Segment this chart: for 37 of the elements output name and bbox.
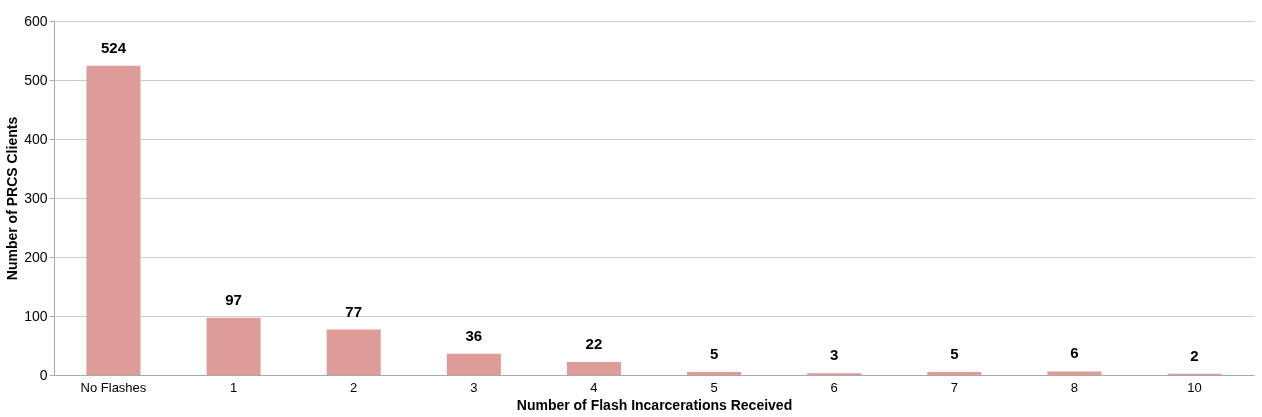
x-tick-label: 4 — [590, 379, 598, 395]
y-tick-label: 500 — [24, 71, 48, 88]
data-label: 5 — [950, 345, 959, 363]
x-tick-label: 2 — [350, 379, 358, 395]
data-label: 97 — [225, 290, 242, 308]
x-tick-label: 10 — [1187, 379, 1202, 395]
bar — [206, 317, 261, 375]
data-label: 5 — [709, 345, 719, 363]
data-label: 3 — [830, 346, 839, 364]
bar — [927, 372, 982, 375]
y-tick-label: 100 — [24, 307, 48, 324]
y-tick-label: 400 — [24, 130, 48, 147]
x-tick-label: No Flashes — [80, 379, 147, 395]
x-tick-label: 7 — [950, 379, 958, 395]
x-tick-label: 5 — [710, 379, 718, 395]
data-label: 6 — [1070, 344, 1079, 362]
data-label: 524 — [100, 38, 127, 56]
x-axis-title: Number of Flash Incarcerations Received — [516, 396, 793, 413]
y-tick-label: 600 — [24, 12, 48, 29]
data-label: 2 — [1190, 346, 1199, 364]
y-axis-title: Number of PRCS Clients — [4, 116, 21, 281]
x-tick-label: 8 — [1070, 379, 1079, 395]
bar — [687, 372, 742, 375]
data-label: 77 — [345, 302, 363, 320]
bar — [446, 353, 501, 375]
x-tick-label: 3 — [470, 379, 478, 395]
y-tick-label: 200 — [24, 248, 48, 265]
data-label: 22 — [585, 335, 603, 353]
bar — [326, 329, 381, 375]
data-label: 36 — [465, 326, 483, 344]
bar — [86, 65, 141, 375]
bar — [1047, 371, 1102, 375]
y-tick-label: 300 — [24, 189, 48, 206]
bar — [566, 362, 621, 375]
x-tick-label: 6 — [830, 379, 838, 395]
x-tick-label: 1 — [229, 379, 238, 395]
y-tick-label: 0 — [39, 366, 48, 383]
